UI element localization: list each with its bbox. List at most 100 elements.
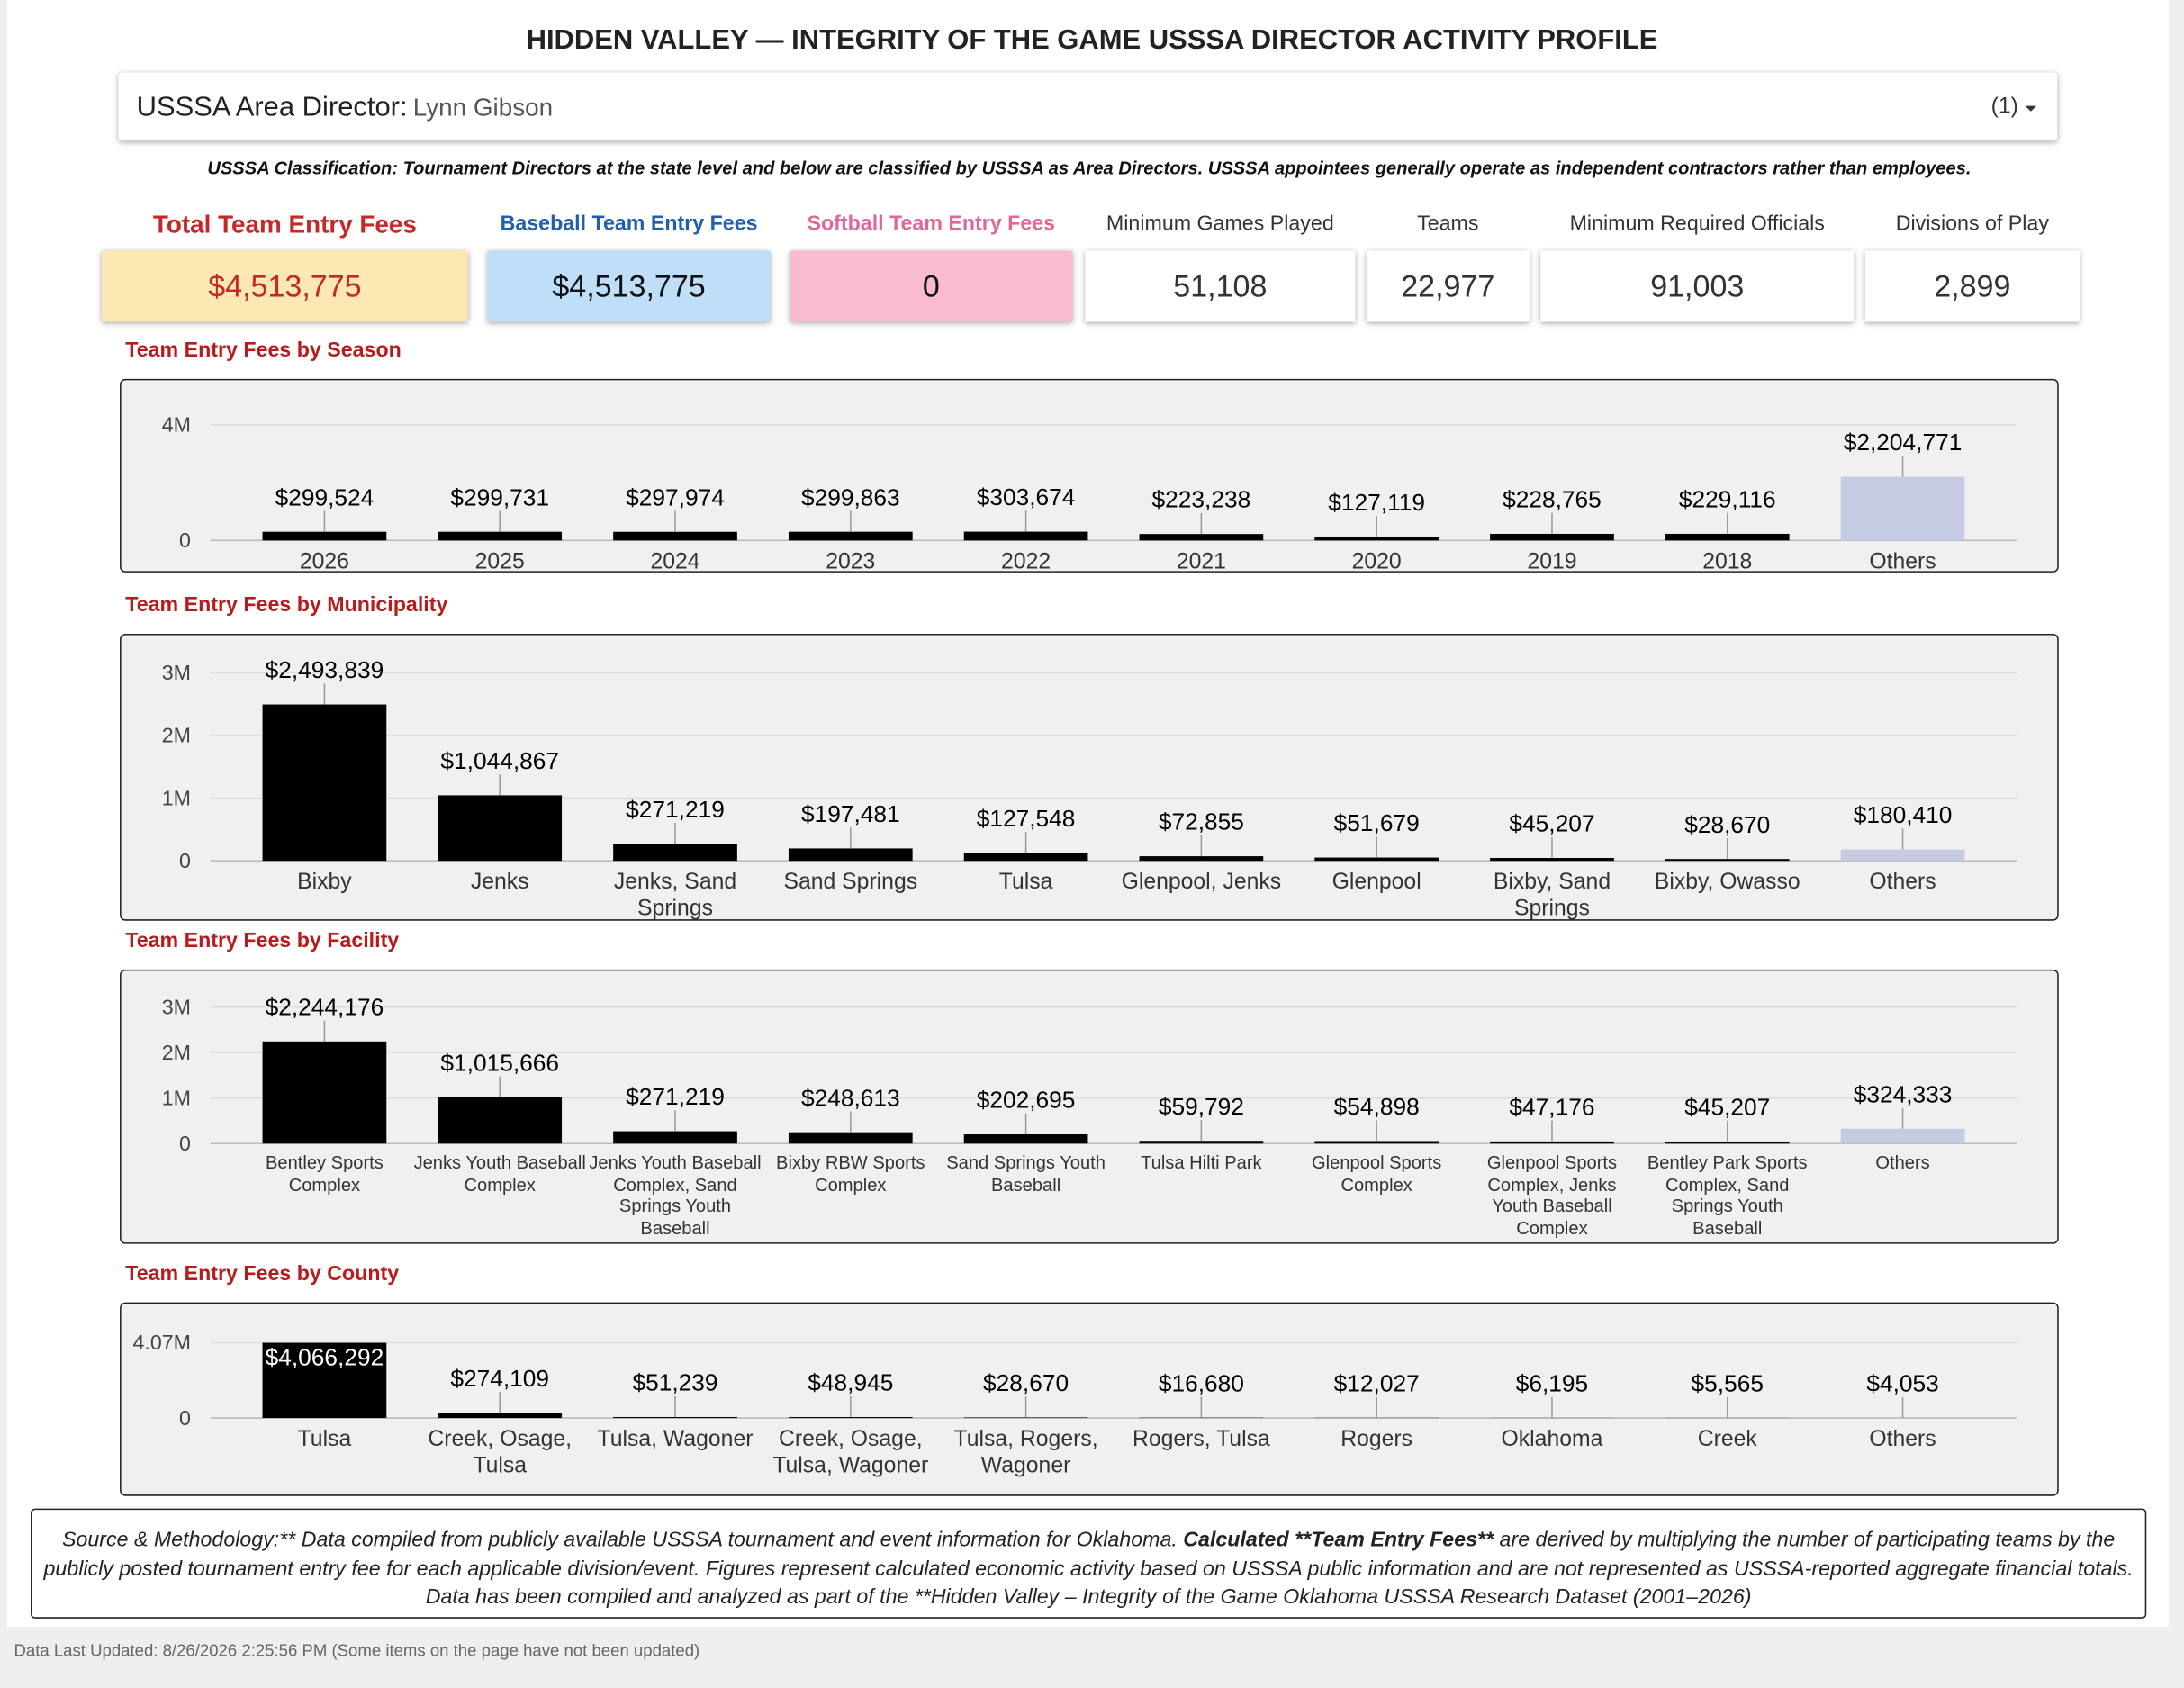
value-label: $2,244,176 (266, 993, 384, 1020)
bar (1314, 1141, 1439, 1144)
bar (1139, 856, 1264, 862)
value-label: $51,239 (632, 1369, 717, 1396)
kpi-value: 0 (790, 250, 1073, 322)
x-tick-label: 2022 (1001, 550, 1051, 574)
x-tick-label: 2023 (826, 550, 876, 574)
kpi-value: 2,899 (1864, 250, 2080, 322)
value-label: $180,410 (1854, 801, 1953, 828)
bar (1314, 857, 1439, 862)
bar (1314, 537, 1439, 541)
value-label: $72,855 (1159, 808, 1244, 835)
bar (1665, 859, 1790, 862)
kpi-value: 91,003 (1540, 250, 1855, 322)
value-label: $28,670 (983, 1369, 1069, 1396)
value-label: $45,207 (1509, 810, 1594, 837)
value-label: $299,863 (801, 483, 900, 510)
x-tick-label: Others (1869, 1427, 1936, 1452)
value-label: $1,044,867 (440, 747, 559, 774)
kpi-value: $4,513,775 (101, 250, 468, 322)
bar (963, 1134, 1088, 1144)
bar (1490, 533, 1614, 541)
value-label: $271,219 (626, 1083, 725, 1110)
y-tick-label: 3M (162, 661, 191, 684)
x-tick-label: Rogers, Tulsa (1132, 1427, 1270, 1452)
chart: 0 1M 2M 3M $2,493,839 $1,044,867 $271,219 $197,… (162, 656, 2017, 872)
bar (788, 1132, 913, 1144)
x-tick-label: Bixby (297, 871, 352, 895)
x-tick-label: Creek (1697, 1427, 1757, 1452)
x-tick-label: Bixby, Sand Springs (1493, 871, 1611, 921)
value-label: $2,493,839 (266, 656, 384, 683)
x-tick-label: Glenpool Sports Complex, Jenks Youth Bas… (1486, 1151, 1618, 1239)
director-filter[interactable]: USSSA Area Director: Lynn Gibson (1) (118, 72, 2058, 141)
bar (963, 853, 1088, 862)
y-tick-label: 4.07M (133, 1331, 191, 1354)
bar (1490, 858, 1614, 862)
x-tick-label: Tulsa, Wagoner (597, 1427, 754, 1452)
bar (613, 1131, 737, 1144)
value-label: $127,548 (977, 805, 1076, 832)
bar (1139, 534, 1264, 541)
value-label: $197,481 (801, 800, 900, 827)
kpi-label: Minimum Required Officials (1569, 212, 1825, 236)
filter-count: (1) (1990, 95, 2018, 119)
chart-title: Team Entry Fees by Facility (125, 928, 400, 953)
value-label: $5,565 (1692, 1370, 1764, 1397)
bar (1665, 1141, 1790, 1144)
bar (788, 531, 913, 541)
x-tick-label: 2018 (1702, 550, 1753, 574)
dropdown-caret[interactable] (2025, 105, 2037, 112)
bar (1840, 1128, 1965, 1144)
value-label: $12,027 (1334, 1369, 1420, 1396)
filter-label: USSSA Area Director: Lynn Gibson (137, 92, 554, 124)
bar (262, 1041, 387, 1144)
x-tick-label: Jenks Youth Baseball Complex, Sand Sprin… (589, 1151, 762, 1239)
bar (788, 1417, 913, 1419)
value-label: $59,792 (1159, 1093, 1244, 1120)
kpi-label: Total Team Entry Fees (152, 210, 417, 239)
value-label: $299,731 (450, 483, 549, 510)
x-tick-label: Jenks (470, 871, 529, 895)
x-tick-label: Bentley Sports Complex (265, 1151, 384, 1195)
value-label: $2,204,771 (1844, 429, 1963, 456)
value-label: $48,945 (808, 1369, 893, 1396)
x-tick-label: Bixby, Owasso (1654, 871, 1800, 895)
x-tick-label: Jenks, Sand Springs (613, 871, 737, 921)
chart: 0 1M 2M 3M $2,244,176 $1,015,666 $271,219 $248,… (162, 993, 2017, 1155)
bar (963, 1417, 1088, 1419)
value-label: $299,524 (275, 483, 375, 510)
kpi-value: $4,513,775 (487, 250, 771, 322)
x-tick-label: Tulsa (297, 1427, 352, 1452)
y-tick-label: 3M (162, 995, 191, 1018)
x-tick-label: Others (1875, 1151, 1930, 1173)
bar (438, 1097, 563, 1144)
x-tick-label: Jenks Youth Baseball Complex (413, 1151, 586, 1195)
kpi-label: Minimum Games Played (1106, 212, 1334, 236)
x-tick-label: Tulsa, Rogers, Wagoner (953, 1427, 1098, 1478)
kpi-value: 22,977 (1366, 250, 1530, 322)
x-tick-label: Oklahoma (1501, 1427, 1603, 1452)
bar (262, 1342, 387, 1419)
methodology-text: are derived by multiplying the number of… (43, 1528, 2134, 1610)
x-tick-label: Glenpool Sports Complex (1312, 1151, 1442, 1195)
y-tick-label: 2M (162, 724, 191, 747)
value-label: $297,974 (626, 483, 725, 510)
kpi-label: Divisions of Play (1895, 212, 2049, 236)
value-label: $248,613 (801, 1084, 900, 1111)
x-tick-label: 2024 (650, 550, 700, 574)
x-tick-label: Tulsa Hilti Park (1141, 1151, 1262, 1173)
x-tick-label: Glenpool, Jenks (1121, 871, 1282, 895)
value-label: $6,195 (1516, 1370, 1588, 1397)
filter-label-text: USSSA Area Director: (136, 92, 408, 123)
bar (1490, 1141, 1614, 1144)
methodology-text: Calculated **Team Entry Fees** (1183, 1528, 1494, 1552)
y-tick-label: 0 (179, 849, 191, 872)
methodology-text: Source & Methodology:** Data compiled fr… (61, 1528, 1184, 1552)
chart: 0 4M $299,524 $299,731 $297,974 $299,863 $303,… (162, 413, 2017, 552)
y-tick-label: 1M (162, 1086, 191, 1109)
value-label: $28,670 (1684, 811, 1770, 838)
value-label: $4,066,292 (266, 1343, 384, 1370)
x-tick-label: 2019 (1527, 550, 1577, 574)
value-label: $1,015,666 (440, 1050, 559, 1077)
value-label: $228,765 (1503, 486, 1602, 513)
